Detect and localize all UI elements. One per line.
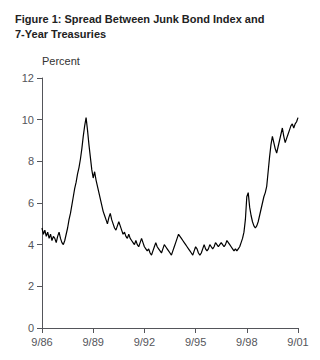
svg-text:0: 0 (28, 322, 34, 334)
svg-text:9/92: 9/92 (134, 336, 155, 348)
svg-text:9/98: 9/98 (236, 336, 257, 348)
svg-text:Percent: Percent (42, 55, 80, 67)
svg-text:9/01: 9/01 (287, 336, 308, 348)
svg-text:7-Year Treasuries: 7-Year Treasuries (15, 28, 106, 40)
svg-text:9/89: 9/89 (82, 336, 103, 348)
svg-text:8: 8 (28, 155, 34, 167)
svg-text:6: 6 (28, 197, 34, 209)
svg-text:9/86: 9/86 (31, 336, 52, 348)
svg-text:2: 2 (28, 280, 34, 292)
svg-text:4: 4 (28, 239, 34, 251)
svg-text:9/95: 9/95 (185, 336, 206, 348)
svg-text:12: 12 (22, 72, 34, 84)
svg-text:Figure 1: Spread Between Junk: Figure 1: Spread Between Junk Bond Index… (15, 13, 264, 25)
svg-text:10: 10 (22, 114, 34, 126)
